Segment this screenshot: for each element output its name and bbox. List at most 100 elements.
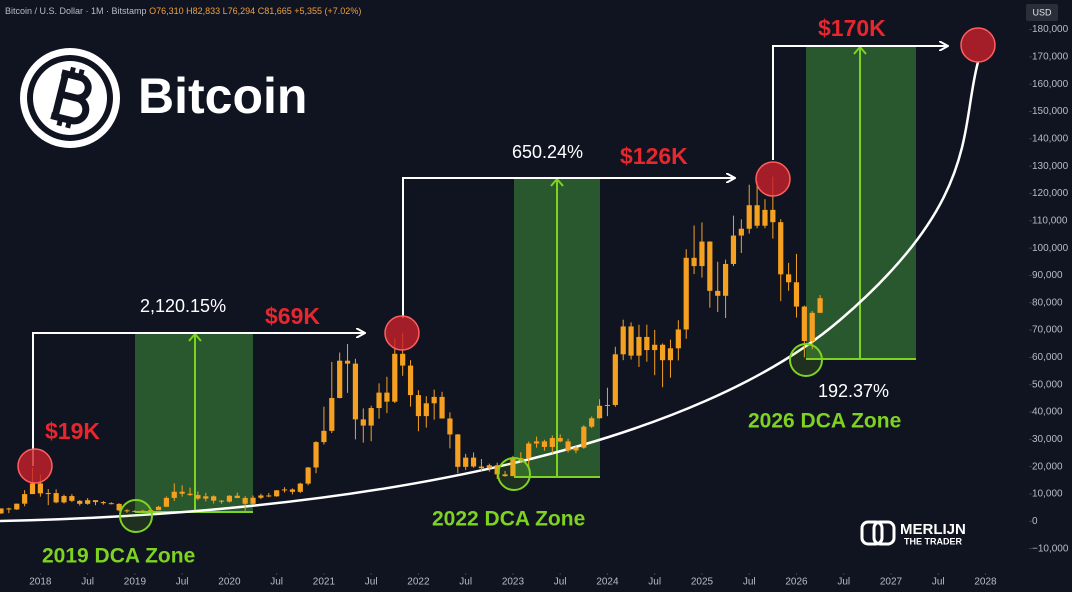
candle-body <box>699 241 705 267</box>
candle-body <box>297 483 303 492</box>
y-tick-label: 140,000 <box>1032 133 1069 144</box>
candle-body <box>69 496 75 501</box>
candle-body <box>581 426 587 448</box>
candle-body <box>6 508 12 510</box>
ohlc: O76,310 <box>149 6 184 16</box>
y-tick-label: −10,000 <box>1032 543 1069 554</box>
candle-body <box>384 392 390 402</box>
candle-body <box>352 363 359 420</box>
candle-body <box>478 466 485 469</box>
candle-body <box>274 490 280 497</box>
candle-body <box>793 282 800 307</box>
x-tick-label: Jul <box>270 577 283 588</box>
candle-body <box>289 489 296 492</box>
candle-body <box>392 353 398 402</box>
symbol: Bitcoin / U.S. Dollar · 1M · Bitstamp <box>5 6 147 16</box>
x-tick-label: 2025 <box>691 577 714 588</box>
candle-body <box>652 344 658 351</box>
candle-body <box>778 222 784 275</box>
candle-body <box>754 205 760 226</box>
ohlc: +5,355 (+7.02%) <box>294 6 361 16</box>
candle-body <box>785 274 792 283</box>
candle-body <box>604 404 611 406</box>
candle-body <box>108 503 114 505</box>
candle-body <box>22 494 28 504</box>
candle-body <box>801 306 807 341</box>
candle-body <box>132 511 138 513</box>
y-tick-label: 0 <box>1032 516 1038 527</box>
candle-body <box>179 491 185 494</box>
candle-body <box>61 496 67 503</box>
candle-body <box>116 503 122 511</box>
y-tick-label: 100,000 <box>1032 243 1069 254</box>
chart-title: Bitcoin <box>138 68 307 124</box>
ohlc: L76,294 <box>223 6 256 16</box>
x-tick-label: Jul <box>365 577 378 588</box>
candle-body <box>770 209 776 223</box>
x-tick-label: Jul <box>81 577 94 588</box>
candles <box>0 176 823 514</box>
candle-body <box>549 438 555 447</box>
candle-body <box>486 465 492 469</box>
x-tick-label: 2020 <box>218 577 241 588</box>
y-tick-label: 70,000 <box>1032 325 1063 336</box>
candle-body <box>470 457 477 467</box>
watermark: MERLIJN THE TRADER <box>860 520 966 546</box>
x-tick-label: 2026 <box>785 577 808 588</box>
candle-body <box>502 474 508 477</box>
candle-body <box>809 312 815 341</box>
bitcoin-logo <box>20 48 120 148</box>
candle-body <box>155 506 162 511</box>
annotation: $69K <box>265 303 320 329</box>
y-tick-label: 60,000 <box>1032 352 1063 363</box>
candle-body <box>636 336 642 356</box>
x-tick-label: Jul <box>648 577 661 588</box>
annotation: 2019 DCA Zone <box>42 545 195 568</box>
x-tick-label: Jul <box>554 577 567 588</box>
arrow <box>772 46 947 160</box>
x-tick-label: 2022 <box>407 577 430 588</box>
candle-body <box>415 395 422 417</box>
y-tick-label: 120,000 <box>1032 188 1069 199</box>
candle-body <box>100 502 106 504</box>
candle-body <box>730 235 737 264</box>
candle-body <box>596 405 603 419</box>
y-tick-label: 110,000 <box>1032 215 1068 226</box>
candle-body <box>526 443 532 459</box>
x-tick-label: 2023 <box>502 577 525 588</box>
x-tick-label: Jul <box>176 577 189 588</box>
currency: USD <box>1032 7 1052 17</box>
arrow <box>402 178 734 318</box>
annotation: 2026 DCA Zone <box>748 410 901 433</box>
y-tick-label: 130,000 <box>1032 161 1069 172</box>
candle-body <box>360 419 366 426</box>
candle-body <box>565 441 571 451</box>
annotation: $126K <box>620 143 688 169</box>
candle-body <box>140 510 146 512</box>
y-tick-label: 10,000 <box>1032 489 1063 500</box>
candle-body <box>337 360 343 398</box>
candle-body <box>439 396 445 419</box>
top-marker <box>960 27 996 63</box>
candle-body <box>573 447 579 451</box>
candle-body <box>612 354 618 405</box>
candle-body <box>37 483 43 494</box>
top-marker <box>755 161 791 197</box>
candle-body <box>321 430 327 443</box>
candle-body <box>45 493 51 495</box>
candle-body <box>738 228 744 236</box>
annotation: 650.24% <box>512 142 583 162</box>
candle-body <box>463 457 469 467</box>
support-curve <box>0 61 980 523</box>
candle-body <box>707 241 713 291</box>
candle-body <box>242 497 248 504</box>
candle-body <box>305 467 311 484</box>
candle-body <box>218 500 225 502</box>
watermark-text: MERLIJN <box>900 521 966 538</box>
axes: −10,000 0 10,000 20,000 30,000 40,000 50,000 60… <box>29 24 1069 587</box>
arrows <box>32 46 947 466</box>
annotation: $19K <box>45 418 100 444</box>
candle-body <box>510 458 516 477</box>
x-tick-label: 2018 <box>29 577 52 588</box>
candle-body <box>431 396 437 404</box>
